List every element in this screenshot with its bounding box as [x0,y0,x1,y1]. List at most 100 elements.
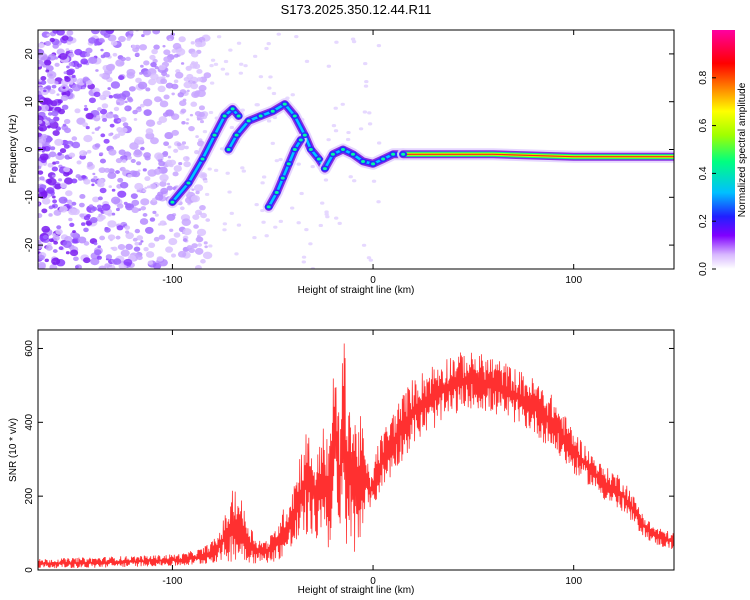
noise-blob [195,135,199,139]
noise-blob [181,141,187,145]
noise-blob [44,40,52,47]
noise-blob-faint [367,111,372,115]
noise-blob [71,84,82,92]
snr-series [38,343,674,569]
noise-blob-faint [334,216,339,220]
noise-blob [108,149,117,156]
noise-blob [169,228,174,232]
noise-blob [200,259,206,264]
spectrogram-ylabel: Frequency (Hz) [8,115,19,184]
noise-blob [68,217,73,222]
track-bead-core [381,157,386,161]
noise-blob [145,119,156,127]
noise-blob [195,209,202,216]
noise-blob [192,214,200,221]
noise-blob-faint [350,37,356,41]
noise-blob-faint [294,35,299,39]
noise-blob [198,84,207,92]
noise-blob [56,225,62,230]
noise-blob [71,74,76,79]
noise-blob [120,249,130,257]
noise-blob-faint [207,167,212,171]
noise-blob [180,108,187,114]
noise-blob [52,195,56,199]
noise-blob [39,153,49,161]
noise-blob [85,112,94,120]
noise-blob [82,86,86,90]
noise-blob [117,243,126,250]
noise-blob [119,181,129,189]
colorbar-tick-label: 0.6 [698,118,709,132]
noise-blob [110,40,118,46]
noise-blob [125,230,130,234]
noise-blob [175,71,184,79]
noise-blob [46,71,57,79]
noise-blob [101,103,109,109]
noise-blob-faint [266,119,272,123]
noise-blob [126,37,131,41]
noise-blob [160,78,168,85]
y-tick-label: -10 [24,190,35,205]
noise-blob [129,30,134,34]
track-bead-core [292,148,297,151]
noise-blob [135,52,140,57]
figure-title: S173.2025.350.12.44.R11 [281,2,432,17]
noise-blob-faint [362,61,368,66]
noise-blob [166,34,175,42]
noise-blob [110,196,121,205]
noise-blob [99,73,104,77]
noise-blob [136,255,143,261]
noise-blob [68,61,75,67]
noise-blob [140,146,145,151]
noise-blob [43,89,47,93]
noise-blob [126,155,132,160]
noise-blob-faint [308,242,313,246]
noise-blob [93,242,98,246]
noise-blob [170,253,177,258]
noise-blob-faint [220,67,226,71]
noise-blob [177,250,187,258]
noise-blob-faint [351,179,357,183]
noise-blob [38,105,42,112]
noise-blob [112,52,118,57]
noise-blob [44,59,52,66]
noise-blob [153,44,160,50]
noise-blob [196,68,203,74]
noise-blob-faint [363,84,369,88]
noise-blob [172,42,182,50]
noise-blob [87,56,98,64]
noise-blob [55,228,63,235]
snr-axes: -100 0 100 0 200 400 600 [24,330,674,587]
noise-blob [104,227,111,233]
noise-blob [149,54,156,60]
noise-blob [71,201,77,206]
noise-blob [183,76,190,82]
noise-blob [199,204,206,211]
noise-blob [91,206,98,212]
noise-blob [58,246,64,251]
noise-blob [190,82,199,90]
y-tick-label: 10 [24,96,35,108]
noise-blob [186,118,190,121]
noise-blob-faint [270,141,275,145]
noise-blob [65,251,70,255]
noise-blob [98,37,105,43]
noise-blob [69,49,73,53]
noise-blob [80,58,89,65]
noise-blob [46,77,56,85]
noise-blob [185,65,192,71]
noise-blob [132,170,141,178]
noise-blob [49,89,56,95]
noise-blob [105,30,115,35]
noise-blob [117,119,121,123]
noise-blob [205,218,211,222]
noise-blob [38,146,42,151]
noise-blob [53,209,62,216]
track-bead-core [298,138,303,142]
noise-blob [165,246,174,253]
noise-blob [51,257,61,265]
noise-blob [41,197,51,205]
noise-blob [173,79,179,84]
noise-blob-faint [238,71,244,75]
